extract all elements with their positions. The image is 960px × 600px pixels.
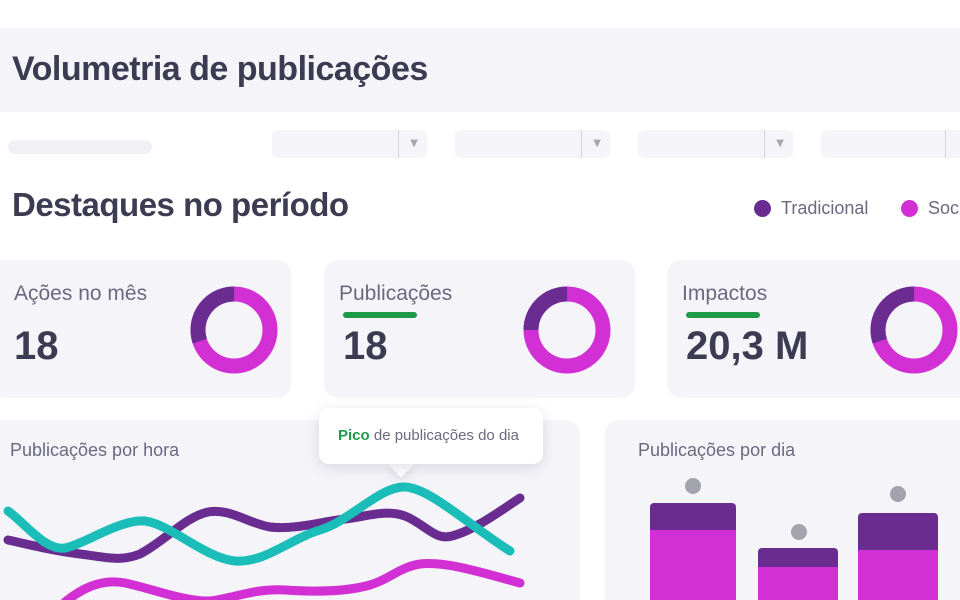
filter-dropdown-4[interactable]: [821, 130, 960, 158]
dropdown-divider: [945, 130, 946, 158]
page-title: Volumetria de publicações: [12, 50, 428, 88]
dropdown-divider: [398, 130, 399, 158]
chart-title: Publicações por dia: [638, 440, 796, 460]
dropdown-divider: [581, 130, 582, 158]
kpi-underline: [343, 312, 417, 318]
donut-segment-tradicional: [870, 286, 958, 374]
kpi-value: 20,3 M: [686, 324, 809, 368]
kpi-card-impactos: Impactos 20,3 M: [667, 260, 960, 398]
filter-dropdown-2[interactable]: ▼: [455, 130, 610, 158]
filter-placeholder: [8, 140, 152, 154]
bar-social: [758, 567, 838, 600]
peak-tooltip: Pico de publicações do dia: [319, 408, 543, 464]
kpi-underline: [686, 312, 760, 318]
bar-tradicional: [858, 513, 938, 550]
donut-segment-tradicional: [523, 286, 611, 374]
series-line-social: [60, 559, 525, 600]
kpi-donut-chart: [870, 286, 958, 374]
bar-tradicional: [758, 548, 838, 567]
bar-tradicional: [650, 503, 736, 530]
kpi-label: Impactos: [682, 282, 768, 305]
series-line-teal: [3, 482, 515, 566]
tooltip-text: de publicações do dia: [369, 427, 519, 444]
bar-marker: [890, 486, 906, 502]
daily-bar-chart: [650, 478, 938, 600]
filter-dropdown-1[interactable]: ▼: [272, 130, 427, 158]
kpi-card-acoes: Ações no mês 18: [0, 260, 291, 398]
kpi-label: Publicações: [339, 282, 453, 305]
filter-dropdown-3[interactable]: ▼: [638, 130, 793, 158]
header-band: [0, 28, 960, 112]
bar-social: [858, 550, 938, 600]
tooltip-strong: Pico: [338, 427, 370, 444]
bar-marker: [791, 524, 807, 540]
series-line-tradicional: [3, 493, 525, 563]
legend-label: Soci: [928, 198, 960, 218]
legend-label: Tradicional: [781, 198, 869, 218]
bar-social: [650, 530, 736, 600]
legend-dot-icon: [754, 200, 771, 217]
kpi-label: Ações no mês: [14, 282, 148, 305]
donut-segment-tradicional: [190, 286, 278, 374]
kpi-value: 18: [14, 324, 59, 368]
chevron-down-icon: ▼: [776, 138, 784, 149]
kpi-value: 18: [343, 324, 388, 368]
kpi-card-publicacoes: Publicações 18: [324, 260, 635, 398]
chevron-down-icon: ▼: [593, 138, 601, 149]
daily-chart-card: Publicações por dia: [605, 420, 960, 600]
section-title: Destaques no período: [12, 186, 349, 223]
chevron-down-icon: ▼: [410, 138, 418, 149]
dropdown-divider: [764, 130, 765, 158]
kpi-donut-chart: [190, 286, 278, 374]
chart-title: Publicações por hora: [10, 440, 180, 460]
kpi-donut-chart: [523, 286, 611, 374]
legend-dot-icon: [901, 200, 918, 217]
legend-item-tradicional: Tradicional: [754, 198, 868, 219]
legend-item-social: Soci: [901, 198, 960, 219]
bar-marker: [685, 478, 701, 494]
hourly-line-chart: [3, 482, 525, 600]
